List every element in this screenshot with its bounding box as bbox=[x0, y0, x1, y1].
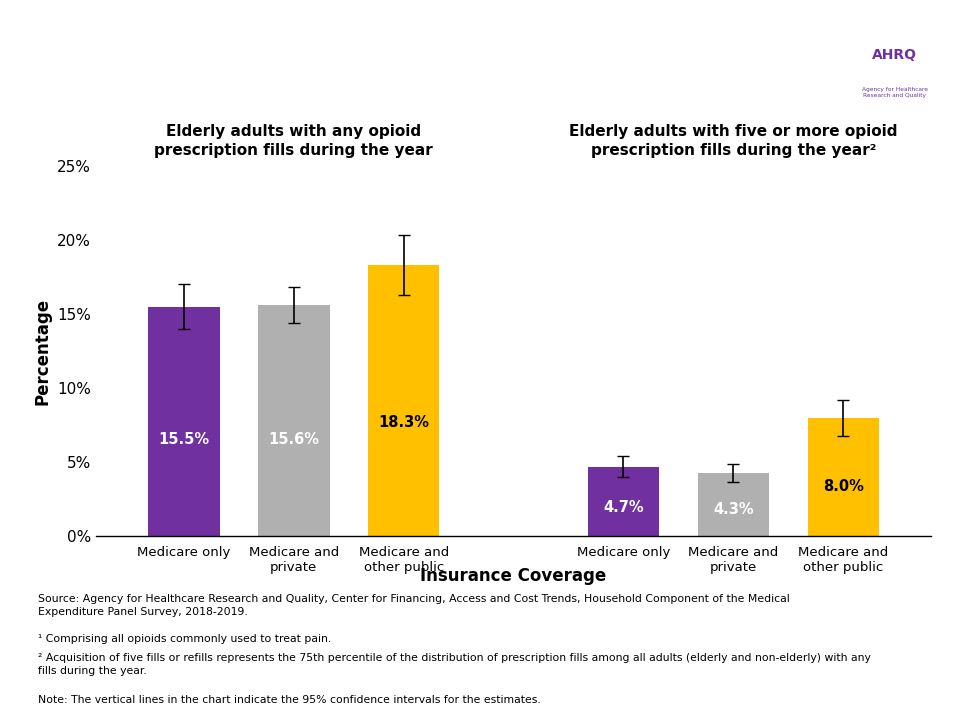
Bar bbox=[807, 418, 879, 536]
Bar bbox=[148, 307, 220, 536]
Bar bbox=[258, 305, 329, 536]
Text: Elderly adults with five or more opioid
prescription fills during the year²: Elderly adults with five or more opioid … bbox=[569, 124, 898, 158]
Text: AHRQ: AHRQ bbox=[872, 48, 917, 62]
Text: 4.7%: 4.7% bbox=[603, 500, 644, 515]
Text: ¹ Comprising all opioids commonly used to treat pain.: ¹ Comprising all opioids commonly used t… bbox=[38, 634, 331, 644]
Bar bbox=[368, 265, 440, 536]
Text: Agency for Healthcare
Research and Quality: Agency for Healthcare Research and Quali… bbox=[861, 87, 927, 98]
Text: 18.3%: 18.3% bbox=[378, 415, 429, 430]
Text: Insurance Coverage: Insurance Coverage bbox=[420, 567, 607, 585]
Text: Elderly adults with any opioid
prescription fills during the year: Elderly adults with any opioid prescript… bbox=[155, 124, 433, 158]
Y-axis label: Percentage: Percentage bbox=[34, 297, 52, 405]
Text: Figure 4. Average annual percentages of elderly adults
who filled outpatient opi: Figure 4. Average annual percentages of … bbox=[61, 36, 745, 109]
Bar bbox=[698, 472, 769, 536]
Text: 8.0%: 8.0% bbox=[823, 479, 864, 494]
FancyBboxPatch shape bbox=[804, 6, 953, 148]
Text: 15.5%: 15.5% bbox=[158, 432, 209, 447]
Bar bbox=[588, 467, 660, 536]
Text: 15.6%: 15.6% bbox=[268, 432, 320, 446]
Text: Note: The vertical lines in the chart indicate the 95% confidence intervals for : Note: The vertical lines in the chart in… bbox=[38, 695, 541, 705]
Text: ² Acquisition of five fills or refills represents the 75th percentile of the dis: ² Acquisition of five fills or refills r… bbox=[38, 653, 872, 676]
Text: 4.3%: 4.3% bbox=[713, 502, 754, 517]
Text: Source: Agency for Healthcare Research and Quality, Center for Financing, Access: Source: Agency for Healthcare Research a… bbox=[38, 594, 790, 617]
